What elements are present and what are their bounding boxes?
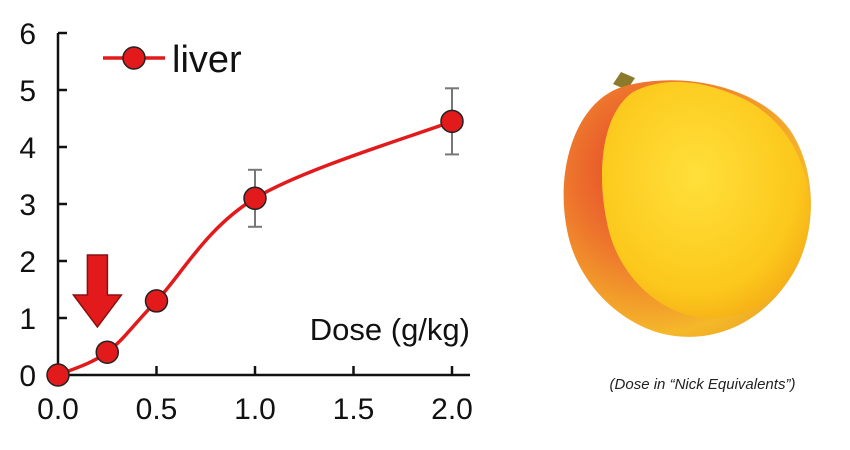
dose-caption: (Dose in “Nick Equivalents”) <box>609 376 796 393</box>
y-tick-label: 4 <box>19 132 36 165</box>
dose-arrow-icon <box>71 254 123 329</box>
data-point <box>95 340 119 364</box>
data-point <box>440 109 464 134</box>
mango-image <box>563 72 811 337</box>
y-tick-label: 5 <box>19 75 36 108</box>
arrow-shape <box>71 254 123 329</box>
dose-response-chart: 0 1 2 3 4 5 6 0.0 0.5 1.0 1.5 2.0 liver Dose (g/kg… <box>19 18 473 426</box>
x-axis-ticks: 0.0 0.5 1.0 1.5 2.0 <box>37 366 473 426</box>
x-tick-label: 0.0 <box>37 393 79 426</box>
y-tick-label: 6 <box>19 18 36 51</box>
y-tick-label: 2 <box>19 246 36 279</box>
mango-flesh <box>601 81 810 319</box>
x-tick-label: 0.5 <box>136 393 178 426</box>
y-axis-ticks: 0 1 2 3 4 5 6 <box>19 18 67 393</box>
y-tick-label: 0 <box>19 360 36 393</box>
y-tick-label: 3 <box>19 189 36 222</box>
legend: liver <box>103 39 242 81</box>
series-liver <box>46 87 464 387</box>
data-point <box>46 363 70 387</box>
y-tick-label: 1 <box>19 303 36 336</box>
data-point <box>243 186 267 211</box>
x-tick-label: 2.0 <box>431 393 473 426</box>
x-tick-label: 1.0 <box>234 393 276 426</box>
legend-label: liver <box>172 39 242 81</box>
legend-marker <box>122 46 146 70</box>
x-tick-label: 1.5 <box>333 393 375 426</box>
data-point <box>144 289 169 313</box>
x-axis-label: Dose (g/kg) <box>310 312 470 347</box>
